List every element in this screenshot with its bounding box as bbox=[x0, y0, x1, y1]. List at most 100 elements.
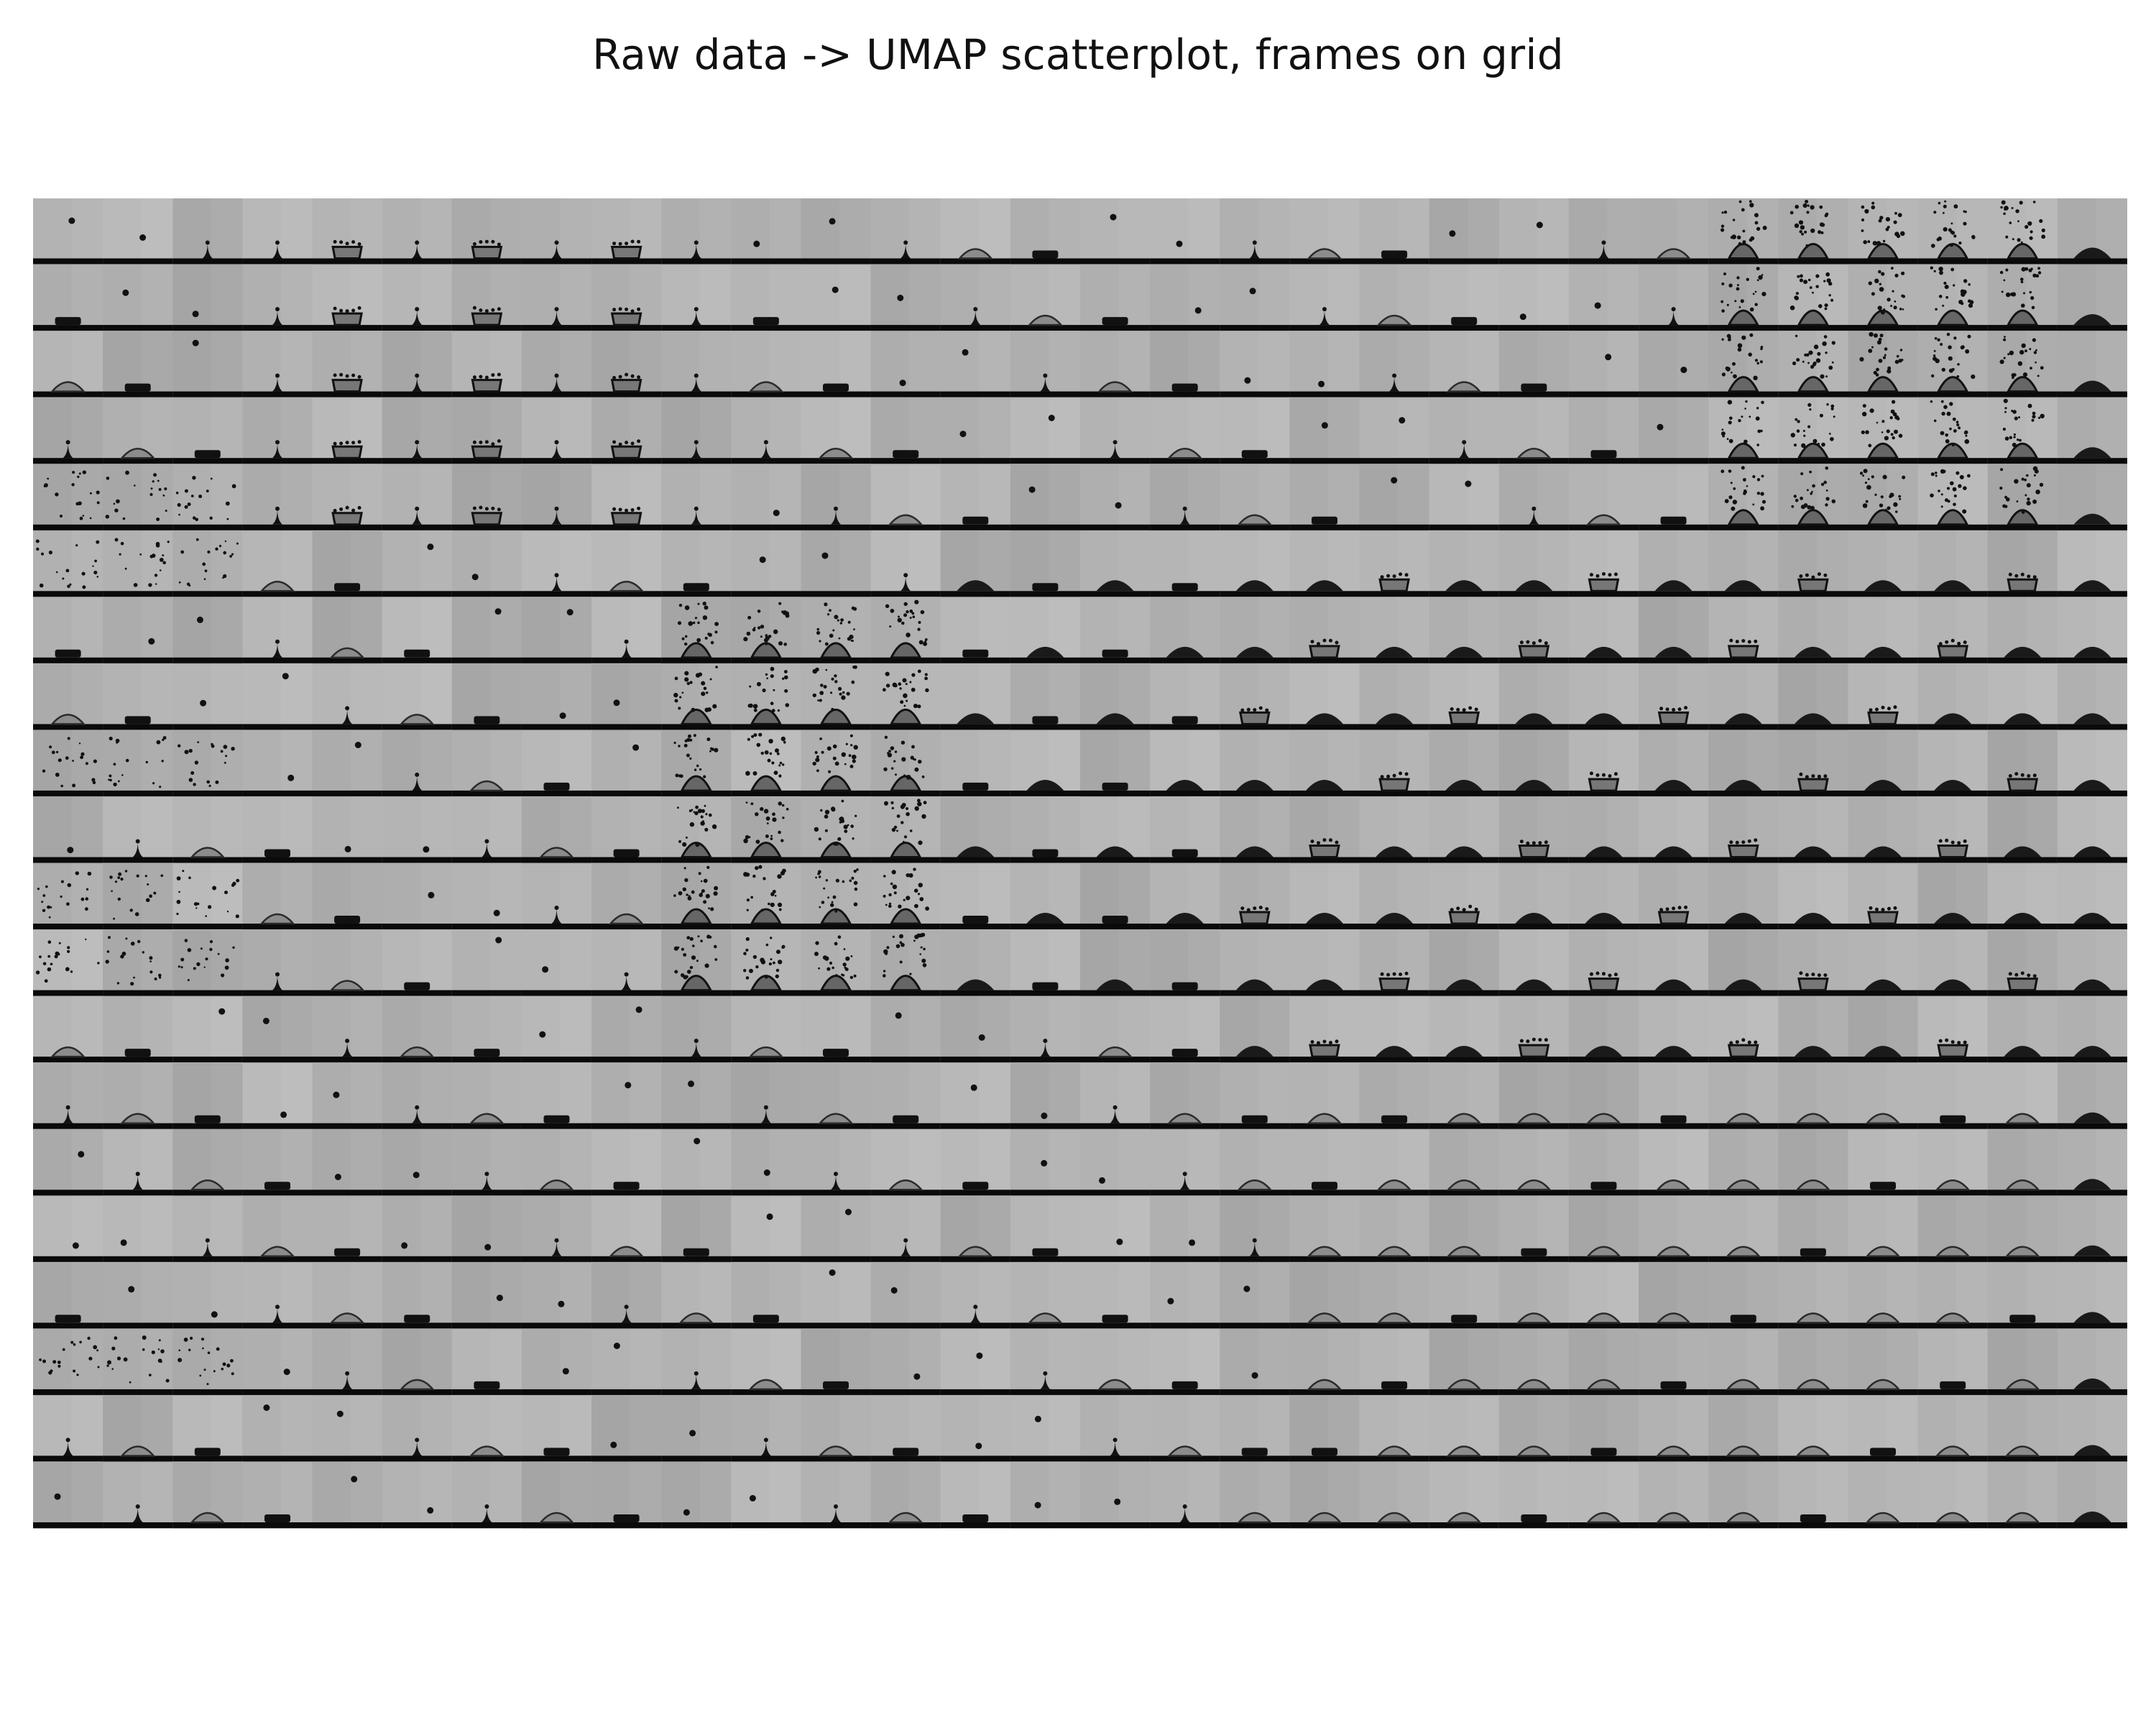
frame-thumbnail bbox=[1778, 730, 1848, 798]
frame-thumbnail bbox=[661, 397, 732, 465]
frame-thumbnail bbox=[1150, 1329, 1220, 1397]
frame-thumbnail bbox=[661, 198, 732, 266]
frame-thumbnail bbox=[242, 1129, 313, 1197]
frame-thumbnail bbox=[591, 1329, 662, 1397]
frame-thumbnail bbox=[1568, 1129, 1639, 1197]
frame-thumbnail bbox=[382, 1129, 453, 1197]
frame-thumbnail bbox=[1568, 597, 1639, 665]
frame-thumbnail bbox=[312, 597, 383, 665]
frame-thumbnail bbox=[1917, 1462, 1989, 1529]
frame-thumbnail bbox=[591, 863, 662, 931]
frame-thumbnail bbox=[451, 663, 522, 731]
frame-thumbnail bbox=[1359, 1462, 1430, 1529]
frame-thumbnail bbox=[33, 264, 103, 332]
frame-thumbnail bbox=[1917, 930, 1989, 998]
frame-thumbnail bbox=[1987, 1262, 2058, 1330]
frame-thumbnail bbox=[521, 1395, 592, 1463]
frame-thumbnail bbox=[1987, 863, 2058, 931]
frame-thumbnail bbox=[1289, 597, 1360, 665]
frame-thumbnail bbox=[1987, 397, 2058, 465]
frame-thumbnail bbox=[661, 1329, 732, 1397]
frame-thumbnail bbox=[731, 663, 801, 731]
frame-thumbnail bbox=[1359, 930, 1430, 998]
frame-thumbnail bbox=[521, 530, 592, 598]
frame-thumbnail bbox=[312, 264, 383, 332]
frame-thumbnail bbox=[2057, 1063, 2127, 1131]
frame-thumbnail bbox=[451, 1462, 522, 1529]
frame-thumbnail bbox=[242, 996, 313, 1064]
frame-thumbnail bbox=[1917, 1329, 1989, 1397]
frame-thumbnail bbox=[1080, 663, 1151, 731]
frame-thumbnail bbox=[1010, 331, 1081, 399]
frame-thumbnail bbox=[661, 1063, 732, 1131]
frame-thumbnail bbox=[1150, 397, 1220, 465]
frame-thumbnail bbox=[1220, 1462, 1290, 1529]
frame-thumbnail bbox=[801, 464, 872, 532]
frame-thumbnail bbox=[591, 530, 662, 598]
frame-thumbnail bbox=[2057, 663, 2127, 731]
frame-row bbox=[33, 198, 2127, 266]
frame-thumbnail bbox=[1080, 930, 1151, 998]
frame-thumbnail bbox=[172, 1129, 243, 1197]
frame-thumbnail bbox=[172, 663, 243, 731]
frame-thumbnail bbox=[1778, 597, 1848, 665]
frame-thumbnail bbox=[1778, 397, 1848, 465]
frame-thumbnail bbox=[103, 597, 173, 665]
frame-thumbnail bbox=[940, 1462, 1011, 1529]
frame-thumbnail bbox=[801, 597, 872, 665]
frame-thumbnail bbox=[1220, 930, 1290, 998]
frame-thumbnail bbox=[1150, 597, 1220, 665]
frame-thumbnail bbox=[172, 597, 243, 665]
frame-thumbnail bbox=[2057, 331, 2127, 399]
frame-thumbnail bbox=[1359, 1329, 1430, 1397]
frame-thumbnail bbox=[1429, 863, 1500, 931]
frame-thumbnail bbox=[1987, 1129, 2058, 1197]
frame-thumbnail bbox=[33, 1329, 103, 1397]
frame-thumbnail bbox=[1080, 1063, 1151, 1131]
frame-thumbnail bbox=[1150, 996, 1220, 1064]
frame-thumbnail bbox=[1080, 397, 1151, 465]
frame-thumbnail bbox=[661, 1196, 732, 1264]
frame-thumbnail bbox=[1010, 1329, 1081, 1397]
frame-thumbnail bbox=[1848, 198, 1919, 266]
frame-thumbnail bbox=[1848, 530, 1919, 598]
frame-thumbnail bbox=[1917, 597, 1989, 665]
frame-thumbnail bbox=[940, 1129, 1011, 1197]
frame-row bbox=[33, 264, 2127, 332]
frame-thumbnail bbox=[1568, 730, 1639, 798]
frame-thumbnail bbox=[591, 464, 662, 532]
frame-thumbnail bbox=[801, 663, 872, 731]
frame-thumbnail bbox=[1289, 1262, 1360, 1330]
frame-thumbnail bbox=[1220, 1129, 1290, 1197]
frame-thumbnail bbox=[1568, 1462, 1639, 1529]
frame-thumbnail bbox=[172, 996, 243, 1064]
frame-thumbnail bbox=[172, 730, 243, 798]
frame-thumbnail bbox=[172, 1462, 243, 1529]
frame-thumbnail bbox=[1639, 1262, 1709, 1330]
frame-thumbnail bbox=[1429, 1262, 1500, 1330]
frame-thumbnail bbox=[1848, 1196, 1919, 1264]
frame-thumbnail bbox=[33, 863, 103, 931]
frame-thumbnail bbox=[870, 730, 941, 798]
frame-thumbnail bbox=[312, 1329, 383, 1397]
frame-thumbnail bbox=[1778, 1129, 1848, 1197]
frame-thumbnail bbox=[1987, 1462, 2058, 1529]
frame-thumbnail bbox=[731, 1262, 801, 1330]
frame-thumbnail bbox=[451, 198, 522, 266]
frame-thumbnail bbox=[870, 1063, 941, 1131]
frame-row bbox=[33, 863, 2127, 931]
frame-thumbnail bbox=[1568, 530, 1639, 598]
frame-thumbnail bbox=[801, 264, 872, 332]
frame-thumbnail bbox=[2057, 730, 2127, 798]
frame-thumbnail bbox=[1080, 730, 1151, 798]
frame-thumbnail bbox=[1987, 264, 2058, 332]
frame-thumbnail bbox=[1150, 198, 1220, 266]
frame-thumbnail bbox=[1498, 1129, 1570, 1197]
frame-row bbox=[33, 530, 2127, 598]
frame-thumbnail bbox=[1220, 464, 1290, 532]
frame-thumbnail bbox=[870, 597, 941, 665]
frame-thumbnail bbox=[731, 464, 801, 532]
frame-thumbnail bbox=[1917, 397, 1989, 465]
frame-thumbnail bbox=[1498, 796, 1570, 864]
frame-thumbnail bbox=[382, 1462, 453, 1529]
